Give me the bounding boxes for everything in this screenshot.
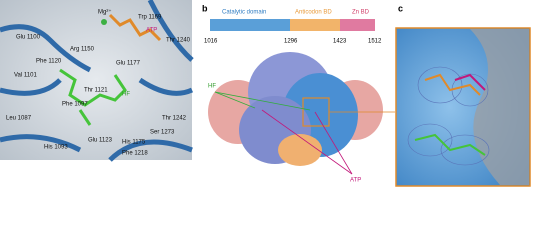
figure: Mg²⁺ Trp 1169 ATP Glu 1100 Arg 1150 Phe …	[0, 0, 531, 187]
surface-cavity	[470, 29, 529, 185]
protein-surface	[208, 52, 383, 166]
residue-label: Ser 1273	[150, 130, 175, 136]
mg-ion	[101, 19, 107, 25]
panel-a: Mg²⁺ Trp 1169 ATP Glu 1100 Arg 1150 Phe …	[0, 0, 194, 162]
anticodon-domain-bar	[290, 19, 340, 31]
residue-number: 1296	[284, 39, 298, 45]
residue-label: Phe 1120	[36, 59, 62, 65]
panel-b: b Catalytic domain Anticodon BD Zn BD 10…	[202, 3, 395, 184]
residue-label: Arg 1150	[70, 47, 95, 53]
protein-ribbon	[0, 0, 194, 162]
atp-stick	[454, 73, 486, 91]
page: {"panel_a": {"labels": ["Mg²⁺", "Trp 116…	[0, 0, 531, 187]
residue-label: His 1175	[122, 140, 146, 146]
ligand-label: ATP	[146, 28, 157, 34]
residue-label: Thr 1240	[166, 38, 191, 44]
residue-label: Leu 1087	[6, 116, 32, 122]
atp-stick	[424, 73, 481, 96]
residue-label: Phe 1218	[122, 151, 148, 157]
residue-label: Val 1101	[14, 73, 37, 79]
panel-letter: c	[398, 3, 403, 13]
domain-label: Anticodon BD	[295, 10, 332, 16]
residue-number: 1016	[204, 39, 218, 45]
residue-label: Mg²⁺	[98, 9, 112, 16]
ligand-hf	[59, 68, 127, 126]
panel-letter: b	[202, 3, 208, 13]
residue-label: Trp 1169	[138, 15, 162, 21]
residue-number: 1423	[333, 39, 347, 45]
pointer-line	[214, 91, 311, 111]
residue-label: Phe 1097	[62, 102, 88, 108]
residue-label: Thr 1121	[84, 88, 108, 94]
pointer-line	[214, 91, 256, 109]
residue-label: Thr 1242	[162, 116, 187, 122]
residue-label: Glu 1123	[88, 138, 113, 144]
domain-label: Catalytic domain	[222, 10, 266, 16]
residue-label: Glu 1100	[16, 35, 41, 41]
ligand-label: ATP	[350, 178, 361, 184]
pointer-line	[314, 111, 353, 175]
domain-label: Zn BD	[352, 10, 370, 16]
residue-label: His 1093	[44, 145, 68, 151]
hf-stick	[414, 133, 486, 156]
panel-c: c	[395, 3, 531, 187]
pointer-line	[261, 109, 353, 175]
residue-number: 1512	[368, 39, 382, 45]
ligand-label: HF	[208, 84, 216, 90]
residue-label: Glu 1177	[116, 61, 141, 67]
ligand-label: HF	[122, 92, 130, 98]
ligand-atp	[108, 13, 162, 42]
zn-domain-bar	[340, 19, 375, 31]
catalytic-domain-bar	[210, 19, 290, 31]
